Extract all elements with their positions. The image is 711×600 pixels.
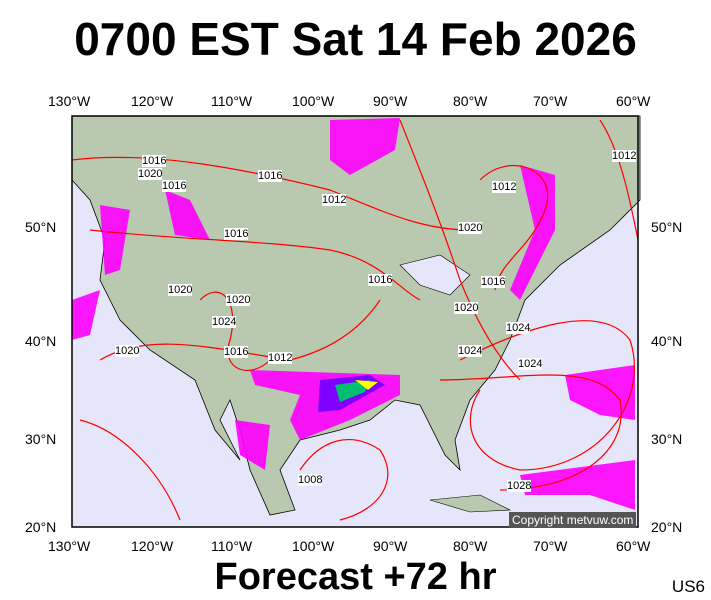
isobar-label: 1012 — [612, 150, 637, 162]
lon-label: 60°W — [616, 93, 651, 109]
isobar-label: 1020 — [168, 284, 193, 296]
lon-label: 110°W — [211, 538, 253, 554]
lon-label: 90°W — [373, 93, 408, 109]
lat-label: 50°N — [25, 219, 57, 235]
lat-label: 30°N — [651, 431, 683, 447]
isobar-label: 1016 — [162, 180, 187, 192]
lon-label: 80°W — [453, 93, 488, 109]
isobar-label: 1020 — [138, 168, 163, 180]
lon-label: 70°W — [533, 538, 568, 554]
isobar-label: 1012 — [322, 194, 347, 206]
isobar-label: 1024 — [458, 345, 483, 357]
lat-label: 30°N — [25, 431, 57, 447]
isobar-label: 1016 — [224, 346, 249, 358]
isobar-label: 1016 — [142, 155, 167, 167]
isobar-label: 1020 — [115, 345, 140, 357]
lon-label: 70°W — [533, 93, 568, 109]
isobar-label: 1024 — [506, 322, 531, 334]
map-title: 0700 EST Sat 14 Feb 2026 — [74, 13, 637, 65]
isobar-label: 1012 — [268, 352, 293, 364]
isobar-label: 1016 — [224, 228, 249, 240]
lon-label: 110°W — [211, 93, 253, 109]
great-lakes — [399, 254, 471, 296]
lon-label: 100°W — [292, 538, 335, 554]
lat-label: 20°N — [651, 519, 683, 535]
land-cuba — [429, 494, 512, 513]
isobar-label: 1016 — [481, 276, 506, 288]
lon-label: 130°W — [48, 93, 91, 109]
isobar-label: 1024 — [518, 358, 543, 370]
lat-label: 40°N — [651, 333, 683, 349]
lat-label: 50°N — [651, 219, 683, 235]
forecast-label: Forecast +72 hr — [214, 556, 497, 598]
copyright-notice: Copyright metvuw.com — [509, 512, 637, 528]
lon-label: 90°W — [373, 538, 408, 554]
land-north-america — [71, 115, 641, 516]
lon-label: 80°W — [453, 538, 488, 554]
lon-label: 120°W — [131, 93, 174, 109]
isobar-label: 1024 — [212, 316, 237, 328]
isobar-label: 1020 — [226, 294, 251, 306]
isobar-label: 1020 — [454, 302, 479, 314]
region-code: US6 — [671, 577, 705, 596]
isobar-label: 1020 — [458, 222, 483, 234]
isobar-label: 1028 — [507, 480, 532, 492]
lon-label: 100°W — [292, 93, 335, 109]
lon-label: 130°W — [48, 538, 91, 554]
lat-label: 40°N — [25, 333, 57, 349]
lon-label: 120°W — [131, 538, 174, 554]
isobar-label: 1012 — [492, 181, 517, 193]
isobar-label: 1016 — [258, 170, 283, 182]
isobar-label: 1008 — [298, 474, 323, 486]
lat-label: 20°N — [25, 519, 57, 535]
isobar-label: 1016 — [368, 274, 393, 286]
lon-label: 60°W — [616, 538, 651, 554]
